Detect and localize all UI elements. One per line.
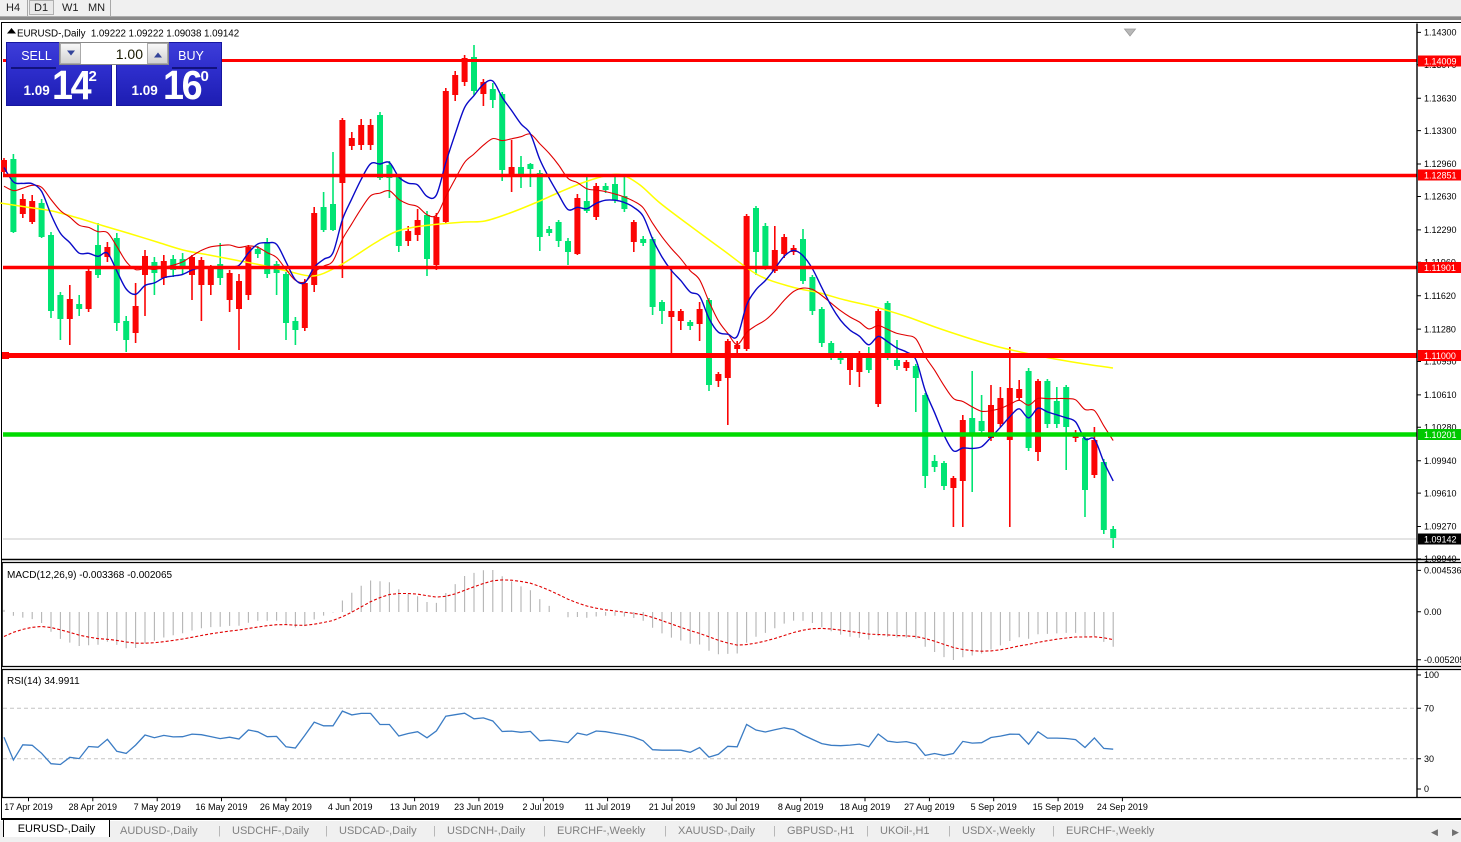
svg-text:2 Jul 2019: 2 Jul 2019 — [523, 802, 565, 812]
svg-text:1.09610: 1.09610 — [1424, 488, 1457, 498]
svg-text:70: 70 — [1424, 704, 1434, 714]
svg-text:1.09270: 1.09270 — [1424, 522, 1457, 532]
svg-text:1.12290: 1.12290 — [1424, 225, 1457, 235]
svg-text:1.09940: 1.09940 — [1424, 456, 1457, 466]
svg-text:1.10610: 1.10610 — [1424, 390, 1457, 400]
svg-text:1.10201: 1.10201 — [1424, 430, 1457, 440]
svg-text:1.10950: 1.10950 — [1424, 357, 1457, 367]
svg-text:1.13300: 1.13300 — [1424, 126, 1457, 136]
svg-text:1.13630: 1.13630 — [1424, 93, 1457, 103]
svg-text:1.11620: 1.11620 — [1424, 291, 1456, 301]
svg-text:24 Sep 2019: 24 Sep 2019 — [1097, 802, 1148, 812]
svg-text:16 May 2019: 16 May 2019 — [195, 802, 247, 812]
svg-text:23 Jun 2019: 23 Jun 2019 — [454, 802, 504, 812]
svg-text:15 Sep 2019: 15 Sep 2019 — [1033, 802, 1084, 812]
svg-text:1.11000: 1.11000 — [1424, 351, 1456, 361]
svg-text:1.11901: 1.11901 — [1424, 263, 1456, 273]
svg-text:4 Jun 2019: 4 Jun 2019 — [328, 802, 373, 812]
svg-text:5 Sep 2019: 5 Sep 2019 — [971, 802, 1017, 812]
svg-text:0.00: 0.00 — [1424, 607, 1442, 617]
svg-text:11 Jul 2019: 11 Jul 2019 — [585, 802, 631, 812]
svg-text:1.11280: 1.11280 — [1424, 324, 1456, 334]
svg-text:28 Apr 2019: 28 Apr 2019 — [69, 802, 118, 812]
svg-text:1.14300: 1.14300 — [1424, 28, 1457, 38]
svg-text:30: 30 — [1424, 754, 1434, 764]
svg-text:1.12630: 1.12630 — [1424, 192, 1457, 202]
svg-text:26 May 2019: 26 May 2019 — [260, 802, 312, 812]
svg-text:27 Aug 2019: 27 Aug 2019 — [904, 802, 955, 812]
svg-text:0: 0 — [1424, 784, 1429, 794]
svg-text:17 Apr 2019: 17 Apr 2019 — [4, 802, 53, 812]
svg-text:18 Aug 2019: 18 Aug 2019 — [840, 802, 891, 812]
svg-text:8 Aug 2019: 8 Aug 2019 — [778, 802, 824, 812]
svg-text:0.004536: 0.004536 — [1424, 566, 1461, 576]
svg-text:EURUSD-,Daily 1.09222 1.09222: EURUSD-,Daily 1.09222 1.09222 1.09038 1.… — [17, 29, 239, 40]
svg-text:21 Jul 2019: 21 Jul 2019 — [649, 802, 696, 812]
svg-text:RSI(14) 34.9911: RSI(14) 34.9911 — [7, 676, 80, 687]
svg-text:7 May 2019: 7 May 2019 — [134, 802, 181, 812]
svg-text:13 Jun 2019: 13 Jun 2019 — [390, 802, 440, 812]
svg-text:1.14009: 1.14009 — [1424, 56, 1457, 66]
svg-text:1.09142: 1.09142 — [1424, 534, 1457, 544]
svg-text:1.10280: 1.10280 — [1424, 423, 1457, 433]
svg-text:30 Jul 2019: 30 Jul 2019 — [713, 802, 760, 812]
svg-text:100: 100 — [1424, 670, 1439, 680]
svg-text:1.12851: 1.12851 — [1424, 170, 1457, 180]
svg-text:-0.005205: -0.005205 — [1424, 655, 1461, 665]
svg-text:1.12960: 1.12960 — [1424, 159, 1457, 169]
svg-text:MACD(12,26,9) -0.003368 -0.002: MACD(12,26,9) -0.003368 -0.002065 — [7, 570, 173, 581]
svg-text:1.08940: 1.08940 — [1424, 554, 1457, 564]
